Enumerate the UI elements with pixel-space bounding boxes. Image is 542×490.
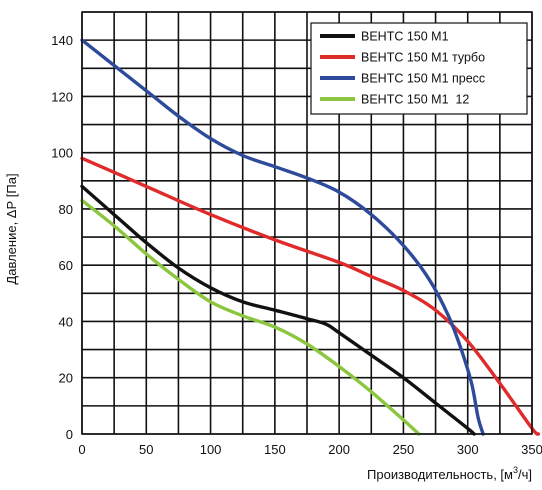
- x-tick-label: 150: [264, 442, 286, 457]
- series-line-4: [80, 198, 421, 436]
- series-line-1: [80, 184, 476, 436]
- series-line-3: [80, 38, 485, 436]
- x-tick-label: 50: [139, 442, 153, 457]
- y-tick-label: 60: [59, 258, 73, 273]
- x-tick-label: 350: [521, 442, 542, 457]
- x-axis-title-main: Производительность, [м: [367, 467, 513, 482]
- legend: ВЕНТС 150 М1 ВЕНТС 150 М1 турбо ВЕНТС 150 …: [310, 22, 528, 115]
- y-tick-label: 0: [66, 427, 73, 442]
- plot-frame: [81, 11, 533, 435]
- legend-label-1: ВЕНТС 150 М1: [361, 30, 449, 44]
- x-tick-label: 300: [457, 442, 479, 457]
- x-tick-label: 100: [200, 442, 222, 457]
- series-layer: [80, 38, 541, 436]
- y-tick-label: 80: [59, 202, 73, 217]
- tick-labels: 0 50 100 150 200 250 300 350 0 20 40 60 80 100 120 140: [51, 33, 542, 457]
- x-axis-title-tail: /ч]: [518, 467, 532, 482]
- x-tick-label: 250: [393, 442, 415, 457]
- y-axis-title: Давление, ΔР [Па]: [4, 173, 19, 284]
- y-tick-label: 100: [51, 146, 73, 161]
- y-tick-label: 20: [59, 371, 73, 386]
- legend-label-4: ВЕНТС 150 М1 12: [361, 93, 469, 107]
- y-tick-label: 140: [51, 33, 73, 48]
- y-tick-label: 40: [59, 314, 73, 329]
- x-tick-label: 0: [78, 442, 85, 457]
- x-axis-title: Производительность, [м3/ч]: [367, 465, 532, 482]
- series-line-2: [80, 156, 541, 436]
- legend-label-3: ВЕНТС 150 М1 пресс: [361, 72, 485, 86]
- x-tick-label: 200: [328, 442, 350, 457]
- y-tick-label: 120: [51, 89, 73, 104]
- x-axis-title-superscript: 3: [513, 465, 518, 475]
- legend-label-2: ВЕНТС 150 М1 турбо: [361, 51, 485, 65]
